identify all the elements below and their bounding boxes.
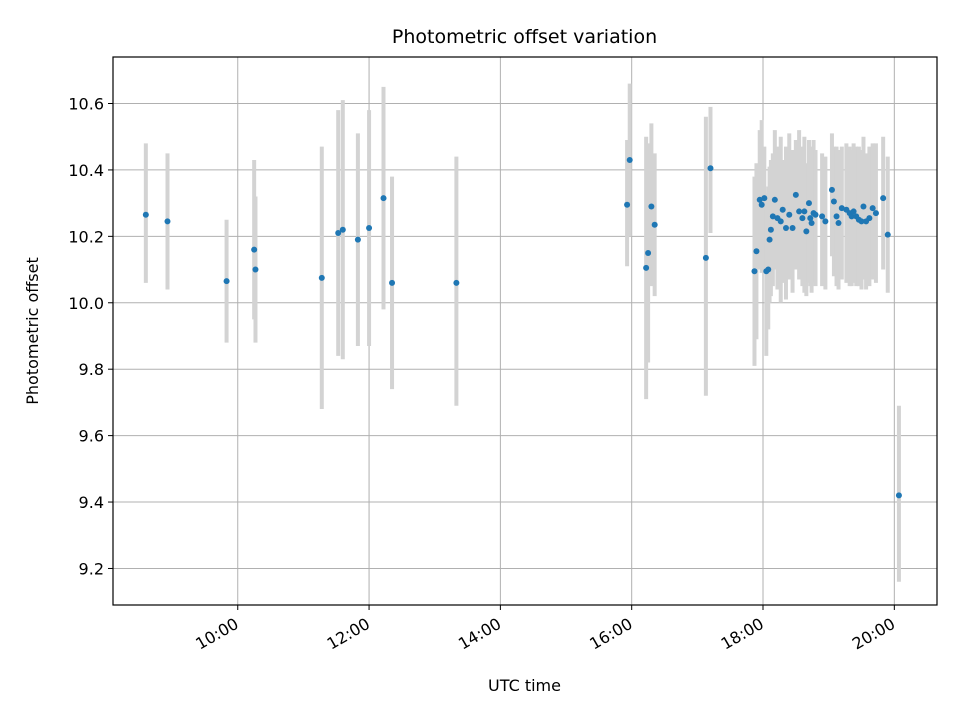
data-point [828, 186, 835, 193]
data-point [833, 213, 840, 220]
data-point [860, 203, 867, 210]
y-axis-ticks: 9.2 9.4 9.6 9.8 10.0 10.2 10.4 10.6 [68, 94, 113, 578]
data-point [624, 201, 631, 208]
x-tick-label: 18:00 [718, 614, 767, 654]
data-point [753, 248, 760, 255]
data-point [702, 254, 709, 261]
y-tick-label: 10.2 [68, 227, 104, 246]
data-point [335, 230, 342, 237]
data-point [761, 195, 768, 202]
data-point [648, 203, 655, 210]
data-point [835, 220, 842, 227]
y-tick-label: 10.4 [68, 161, 104, 180]
y-tick-label: 10.6 [68, 94, 104, 113]
data-point [771, 196, 778, 203]
data-point [626, 156, 633, 163]
data-point [651, 221, 658, 228]
data-point [142, 211, 149, 218]
x-tick-label: 10:00 [192, 614, 241, 654]
data-point [707, 165, 714, 172]
data-point [803, 228, 810, 235]
data-point [869, 205, 876, 212]
data-point [453, 279, 460, 286]
data-point [799, 215, 806, 222]
data-point [850, 208, 857, 215]
data-point [792, 191, 799, 198]
data-point [758, 201, 765, 208]
data-point [767, 226, 774, 233]
data-points [142, 156, 902, 499]
data-point [880, 195, 887, 202]
data-point [223, 278, 230, 285]
data-point [354, 236, 361, 243]
y-tick-label: 9.6 [79, 427, 104, 446]
grid-lines [113, 57, 937, 605]
data-point [830, 198, 837, 205]
data-point [872, 210, 879, 217]
data-point [251, 246, 258, 253]
y-tick-label: 9.4 [79, 493, 104, 512]
data-point [786, 211, 793, 218]
data-point [801, 208, 808, 215]
x-axis-label: UTC time [488, 676, 561, 695]
x-tick-label: 12:00 [324, 614, 373, 654]
data-point [164, 218, 171, 225]
data-point [812, 211, 819, 218]
data-point [858, 218, 865, 225]
error-bars [143, 83, 901, 582]
data-point [339, 226, 346, 233]
x-axis-ticks: 10:00 12:00 14:00 16:00 18:00 20:00 [192, 605, 898, 654]
y-tick-label: 9.2 [79, 559, 104, 578]
data-point [318, 274, 325, 281]
x-tick-label: 14:00 [455, 614, 504, 654]
data-point [819, 213, 826, 220]
y-axis-label: Photometric offset [23, 257, 42, 405]
data-point [807, 215, 814, 222]
data-point [789, 225, 796, 232]
data-point [779, 206, 786, 213]
x-tick-label: 20:00 [849, 614, 898, 654]
plot-frame [112, 56, 938, 606]
data-point [643, 264, 650, 271]
data-point [822, 218, 829, 225]
data-point [389, 279, 396, 286]
data-point [366, 225, 373, 232]
y-tick-label: 10.0 [68, 294, 104, 313]
data-point [895, 492, 902, 499]
data-point [765, 266, 772, 273]
data-point [866, 215, 873, 222]
data-point [848, 213, 855, 220]
data-point [808, 220, 815, 227]
data-point [884, 231, 891, 238]
data-point [777, 218, 784, 225]
data-point [838, 205, 845, 212]
chart-title: Photometric offset variation [392, 26, 657, 48]
data-point [751, 268, 758, 275]
x-tick-label: 16:00 [586, 614, 635, 654]
data-point [756, 196, 763, 203]
data-point [645, 249, 652, 256]
data-point [782, 225, 789, 232]
y-tick-label: 9.8 [79, 360, 104, 379]
data-point [766, 236, 773, 243]
data-point [252, 266, 259, 273]
data-point [796, 208, 803, 215]
data-point [380, 195, 387, 202]
data-point [805, 200, 812, 207]
data-point [769, 213, 776, 220]
